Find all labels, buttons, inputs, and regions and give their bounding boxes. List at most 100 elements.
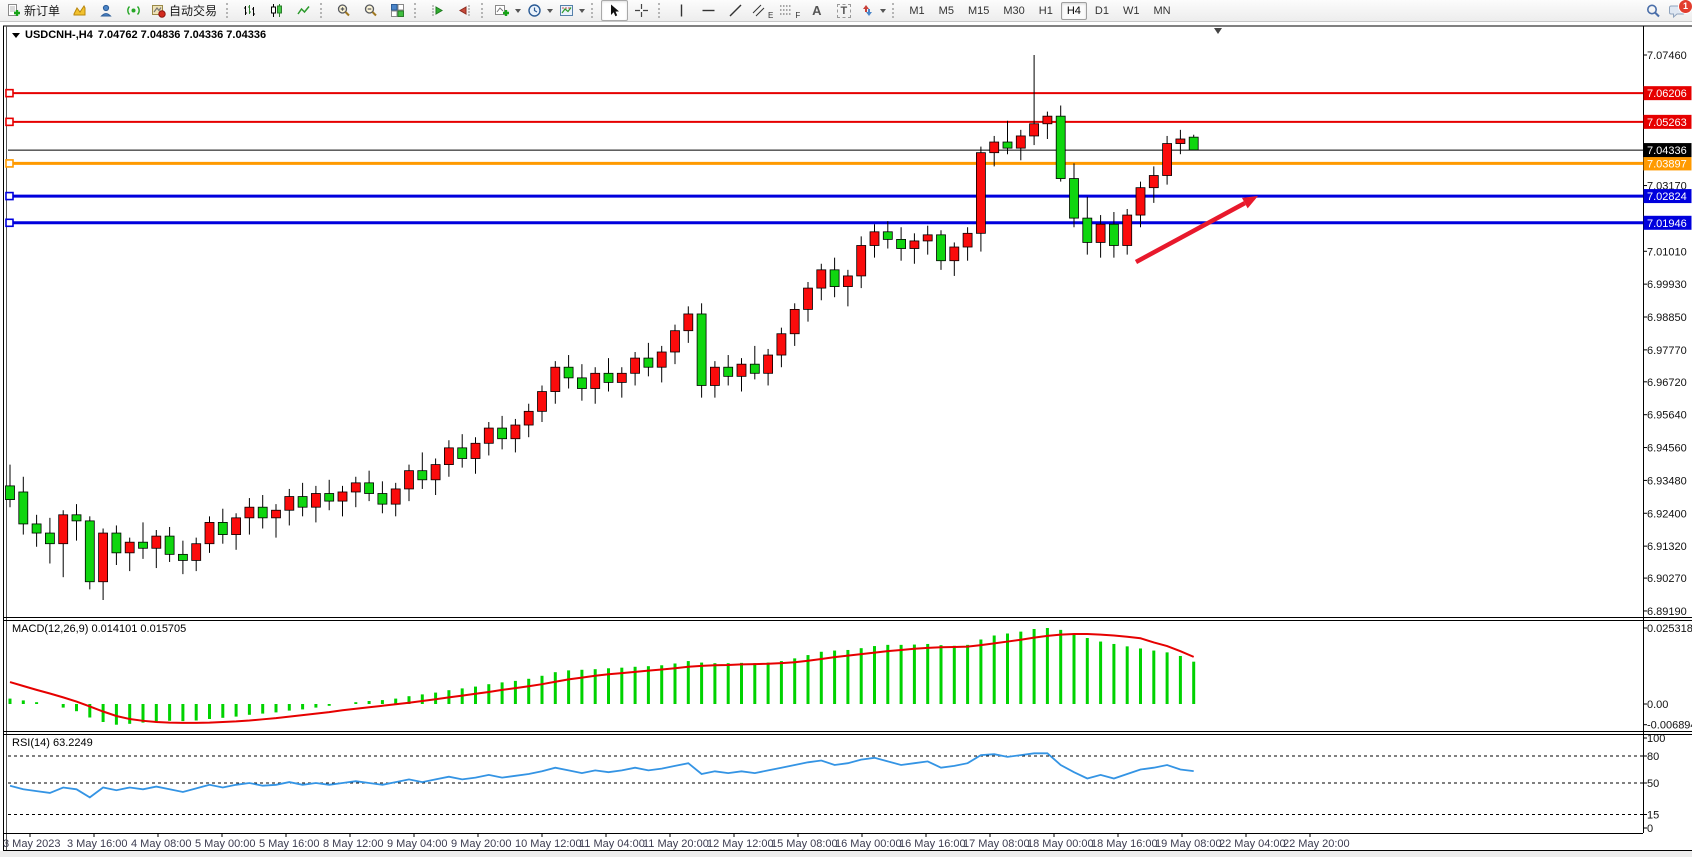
current-price-line[interactable]: 7.04336: [8, 143, 1692, 158]
text-tool-glyph: A: [812, 3, 822, 18]
candle-up: [337, 491, 348, 502]
horizontal-line-7.05263[interactable]: 7.05263: [5, 114, 1692, 129]
new-order-icon: [6, 3, 21, 18]
periods-button[interactable]: [524, 0, 556, 21]
dropdown-caret-icon: [579, 8, 586, 13]
chart-collapse-icon[interactable]: [12, 32, 20, 38]
arrow-head: [1241, 196, 1258, 209]
tile-windows-button[interactable]: [384, 0, 411, 21]
candle-down: [643, 357, 654, 368]
candle-up: [736, 363, 747, 377]
chart-symbol-period: USDCNH-,H4: [25, 29, 93, 41]
horizontal-line-7.06206[interactable]: 7.06206: [5, 86, 1692, 101]
ohlc-bars-icon: [242, 3, 257, 18]
candle-down: [417, 470, 428, 481]
candle-up: [204, 522, 215, 545]
trendline-tool-button[interactable]: [722, 0, 749, 21]
indicators-button[interactable]: [491, 0, 524, 21]
candle-up: [151, 535, 162, 549]
fibo-glyph: F: [795, 11, 801, 20]
zoom-in-button[interactable]: [330, 0, 357, 21]
svg-text:12 May 12:00: 12 May 12:00: [707, 838, 774, 850]
candle-up: [404, 470, 414, 490]
chart-title: USDCNH-,H4 7.04762 7.04836 7.04336 7.043…: [12, 29, 266, 41]
horizontal-line-7.02824[interactable]: 7.02824: [5, 189, 1692, 204]
timeframe-button-MN[interactable]: MN: [1153, 4, 1171, 17]
auto-scroll-button[interactable]: [451, 0, 478, 21]
new-order-label: 新订单: [24, 4, 61, 18]
timeframe-group: M1 M5 M15 M30 H1 H4 D1 W1 MN: [902, 1, 1177, 20]
candle-up: [909, 240, 920, 249]
timeframe-button-H4[interactable]: H4: [1060, 1, 1087, 20]
arrow-annotation[interactable]: [1134, 196, 1258, 264]
text-label-tool-button[interactable]: T: [830, 0, 857, 21]
candle-up: [869, 231, 880, 246]
arrows-tool-button[interactable]: [857, 0, 889, 21]
svg-text:6.93480: 6.93480: [1647, 475, 1687, 487]
crosshair-tool-button[interactable]: [628, 0, 655, 21]
toolbar-grip: [892, 3, 899, 18]
timeframe-button-D1[interactable]: D1: [1094, 4, 1109, 17]
autotrading-button[interactable]: 自动交易: [147, 0, 223, 21]
equidistant-channel-tool-button[interactable]: E: [749, 0, 776, 21]
horizontal-line-7.03897[interactable]: 7.03897: [5, 156, 1692, 171]
svg-text:16 May 16:00: 16 May 16:00: [899, 838, 966, 850]
timeframe-button-M5[interactable]: M5: [938, 4, 954, 17]
new-order-button[interactable]: 新订单: [2, 0, 66, 21]
timeframe-button-W1[interactable]: W1: [1122, 4, 1140, 17]
candle-down: [18, 491, 29, 525]
bar-chart-mode-button[interactable]: [236, 0, 263, 21]
candle-down: [111, 532, 122, 554]
window-bottom-edge: [0, 851, 1692, 857]
channel-icon: [752, 3, 768, 18]
candle-down: [497, 427, 508, 440]
svg-text:15: 15: [1647, 810, 1659, 822]
candle-up: [1162, 143, 1172, 176]
text-tool-button[interactable]: A: [803, 0, 830, 21]
chart-shift-marker[interactable]: [1214, 28, 1222, 34]
candle-up: [443, 447, 454, 465]
signal-broadcast-icon: [126, 3, 141, 18]
clock-icon: [527, 3, 542, 18]
market-watch-button[interactable]: [93, 0, 120, 21]
chart-shift-button[interactable]: [424, 0, 451, 21]
svg-text:17 May 08:00: 17 May 08:00: [963, 838, 1030, 850]
candle-down: [457, 447, 468, 459]
svg-text:3 May 2023: 3 May 2023: [3, 838, 60, 850]
crosshair-icon: [634, 3, 649, 18]
svg-text:6.89190: 6.89190: [1647, 606, 1687, 618]
candle-up: [816, 269, 827, 289]
candle-up: [271, 509, 281, 519]
candle-down: [896, 239, 906, 249]
signals-button[interactable]: [120, 0, 147, 21]
trendline-icon: [728, 3, 743, 18]
tile-windows-icon: [390, 3, 405, 18]
timeframe-button-H1[interactable]: H1: [1038, 4, 1053, 17]
dropdown-caret-icon: [547, 8, 554, 13]
templates-button[interactable]: [556, 0, 588, 21]
fibonacci-icon: [779, 3, 795, 18]
line-chart-icon: [296, 3, 311, 18]
pane-separators[interactable]: [3, 617, 1692, 735]
chart-profile-button[interactable]: [66, 0, 93, 21]
fibonacci-tool-button[interactable]: F: [776, 0, 803, 21]
candle-up: [1122, 214, 1133, 246]
candle-down: [1055, 115, 1066, 179]
timeframe-button-M1[interactable]: M1: [909, 4, 925, 17]
horizontal-line-tool-button[interactable]: [695, 0, 722, 21]
svg-text:6.97770: 6.97770: [1647, 345, 1687, 357]
candlestick-mode-button[interactable]: [263, 0, 290, 21]
search-icon[interactable]: [1645, 3, 1661, 19]
line-anchor: [5, 218, 14, 228]
vertical-line-tool-button[interactable]: [668, 0, 695, 21]
timeframe-button-M15[interactable]: M15: [967, 4, 990, 17]
zoom-out-button[interactable]: [357, 0, 384, 21]
horizontal-line-7.01946[interactable]: 7.01946: [5, 215, 1692, 230]
cursor-tool-button[interactable]: [601, 0, 629, 21]
timeframe-button-M30[interactable]: M30: [1003, 4, 1025, 17]
zoom-out-icon: [363, 3, 378, 18]
horizontal-lines[interactable]: 7.06206 7.05263 7.03897 7.02824 7.01946: [5, 86, 1692, 230]
line-chart-mode-button[interactable]: [290, 0, 317, 21]
notifications-button[interactable]: 1: [1669, 0, 1692, 19]
